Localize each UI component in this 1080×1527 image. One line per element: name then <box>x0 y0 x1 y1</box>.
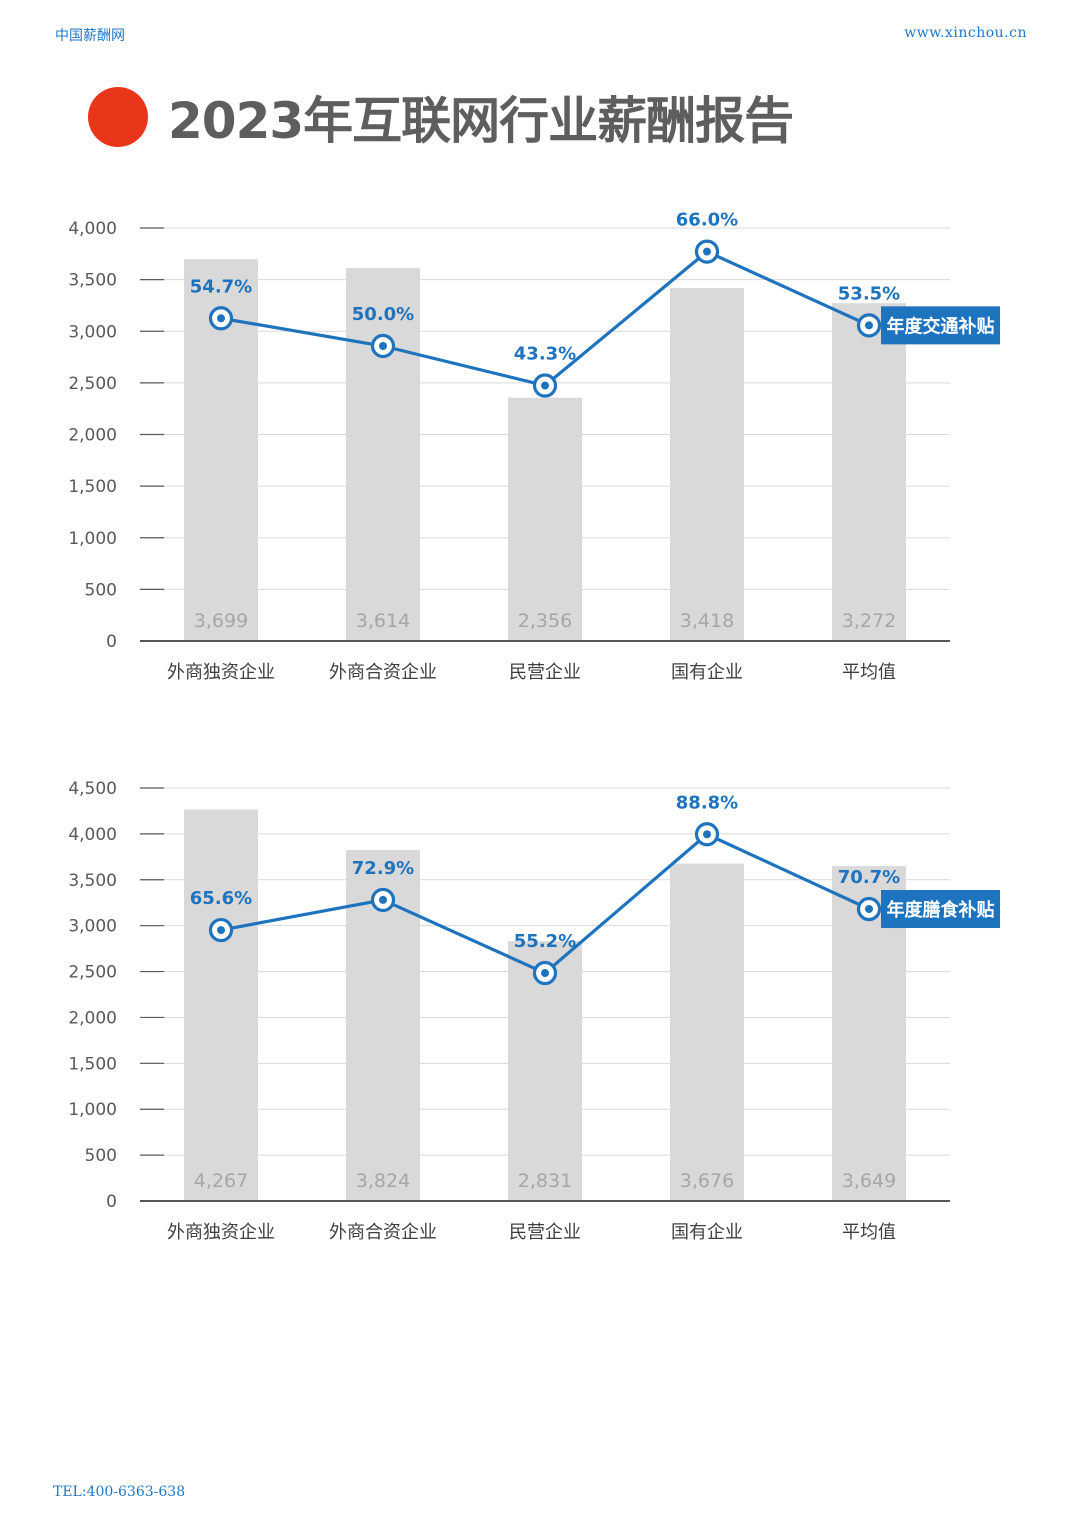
line-value-label: 54.7% <box>190 276 252 297</box>
line-point-center <box>865 905 873 914</box>
x-category-label: 外商合资企业 <box>329 1222 437 1243</box>
line-point-center <box>379 895 387 904</box>
x-category-label: 外商独资企业 <box>167 1222 275 1243</box>
line-point-center <box>217 314 225 323</box>
bar-value-label: 3,699 <box>194 610 248 632</box>
line-value-label: 55.2% <box>514 931 576 952</box>
bar <box>670 288 744 641</box>
x-category-label: 平均值 <box>842 662 896 683</box>
y-tick-label: 3,500 <box>68 871 117 891</box>
y-tick-label: 1,500 <box>68 477 117 497</box>
line-value-label: 50.0% <box>352 304 414 325</box>
meal-allowance-chart-svg: 0 500 1,000 1,500 2,000 2,500 3,000 3,500 4,000 4… <box>68 779 1000 1243</box>
site-name: 中国薪酬网 <box>55 28 125 44</box>
meal-allowance-chart: 0 500 1,000 1,500 2,000 2,500 3,000 3,500 4,000 4… <box>0 760 1080 1260</box>
line-point-center <box>703 830 711 839</box>
y-tick-label: 4,000 <box>68 825 117 845</box>
y-tick-label: 1,500 <box>68 1054 117 1074</box>
site-url[interactable]: www.xinchou.cn <box>904 25 1027 41</box>
transport-allowance-chart-svg: 0 500 1,000 1,500 2,000 2,500 3,000 3,500 4,000 3… <box>68 210 1000 683</box>
line-value-label: 72.9% <box>352 858 414 879</box>
x-category-label: 民营企业 <box>509 662 581 683</box>
y-tick-label: 2,500 <box>68 374 117 394</box>
x-category-label: 民营企业 <box>509 1222 581 1243</box>
y-tick-label: 4,500 <box>68 779 117 799</box>
line-value-label: 66.0% <box>676 210 738 231</box>
line-point-center <box>703 247 711 256</box>
line-point-center <box>541 969 549 978</box>
bar <box>832 303 906 641</box>
y-tick-label: 500 <box>85 1146 117 1166</box>
bar <box>670 863 744 1201</box>
x-category-label: 外商独资企业 <box>167 662 275 683</box>
y-tick-label: 0 <box>106 1192 117 1212</box>
line-point-center <box>865 321 873 330</box>
y-tick-label: 3,500 <box>68 271 117 291</box>
title-dot-icon <box>88 87 148 147</box>
bar-value-label: 3,418 <box>680 610 734 632</box>
y-tick-label: 1,000 <box>68 529 117 549</box>
x-category-label: 国有企业 <box>671 1222 743 1243</box>
y-tick-label: 2,000 <box>68 1008 117 1028</box>
bar-value-label: 3,676 <box>680 1170 734 1192</box>
line-value-label: 65.6% <box>190 888 252 909</box>
x-category-label: 平均值 <box>842 1222 896 1243</box>
line-point-center <box>541 381 549 390</box>
y-tick-label: 2,000 <box>68 426 117 446</box>
report-title-row: 2023年互联网行业薪酬报告 <box>88 86 794 150</box>
line-value-label: 88.8% <box>676 792 738 813</box>
line-point-center <box>217 926 225 935</box>
y-tick-label: 0 <box>106 632 117 652</box>
x-category-label: 国有企业 <box>671 662 743 683</box>
y-tick-label: 3,000 <box>68 322 117 342</box>
line-point-center <box>379 342 387 350</box>
transport-allowance-chart: 0 500 1,000 1,500 2,000 2,500 3,000 3,500 4,000 3… <box>0 200 1080 700</box>
series-label-tag <box>881 890 1000 929</box>
x-category-label: 外商合资企业 <box>329 662 437 683</box>
y-tick-label: 4,000 <box>68 219 117 239</box>
bar <box>184 809 258 1201</box>
y-tick-label: 2,500 <box>68 963 117 983</box>
y-tick-label: 1,000 <box>68 1100 117 1120</box>
bar-value-label: 3,649 <box>842 1170 896 1192</box>
y-tick-label: 500 <box>85 580 117 600</box>
line-value-label: 43.3% <box>514 344 576 365</box>
report-title: 2023年互联网行业薪酬报告 <box>168 92 794 150</box>
y-tick-label: 3,000 <box>68 917 117 937</box>
footer-tel: TEL:400-6363-638 <box>53 1484 186 1500</box>
bar-value-label: 4,267 <box>194 1170 248 1192</box>
line-value-label: 53.5% <box>838 283 900 304</box>
bar-value-label: 3,614 <box>356 610 410 632</box>
bar-value-label: 3,272 <box>842 610 896 632</box>
series-label-text: 年度膳食补贴 <box>887 899 995 921</box>
bar <box>346 267 420 641</box>
bar-value-label: 3,824 <box>356 1170 410 1192</box>
bar <box>508 397 582 641</box>
bar-value-label: 2,356 <box>518 610 572 632</box>
line-series <box>220 249 870 388</box>
series-label-text: 年度交通补贴 <box>887 315 995 337</box>
series-label-tag <box>881 306 1000 345</box>
line-value-label: 70.7% <box>838 867 900 888</box>
bar-value-label: 2,831 <box>518 1170 572 1192</box>
